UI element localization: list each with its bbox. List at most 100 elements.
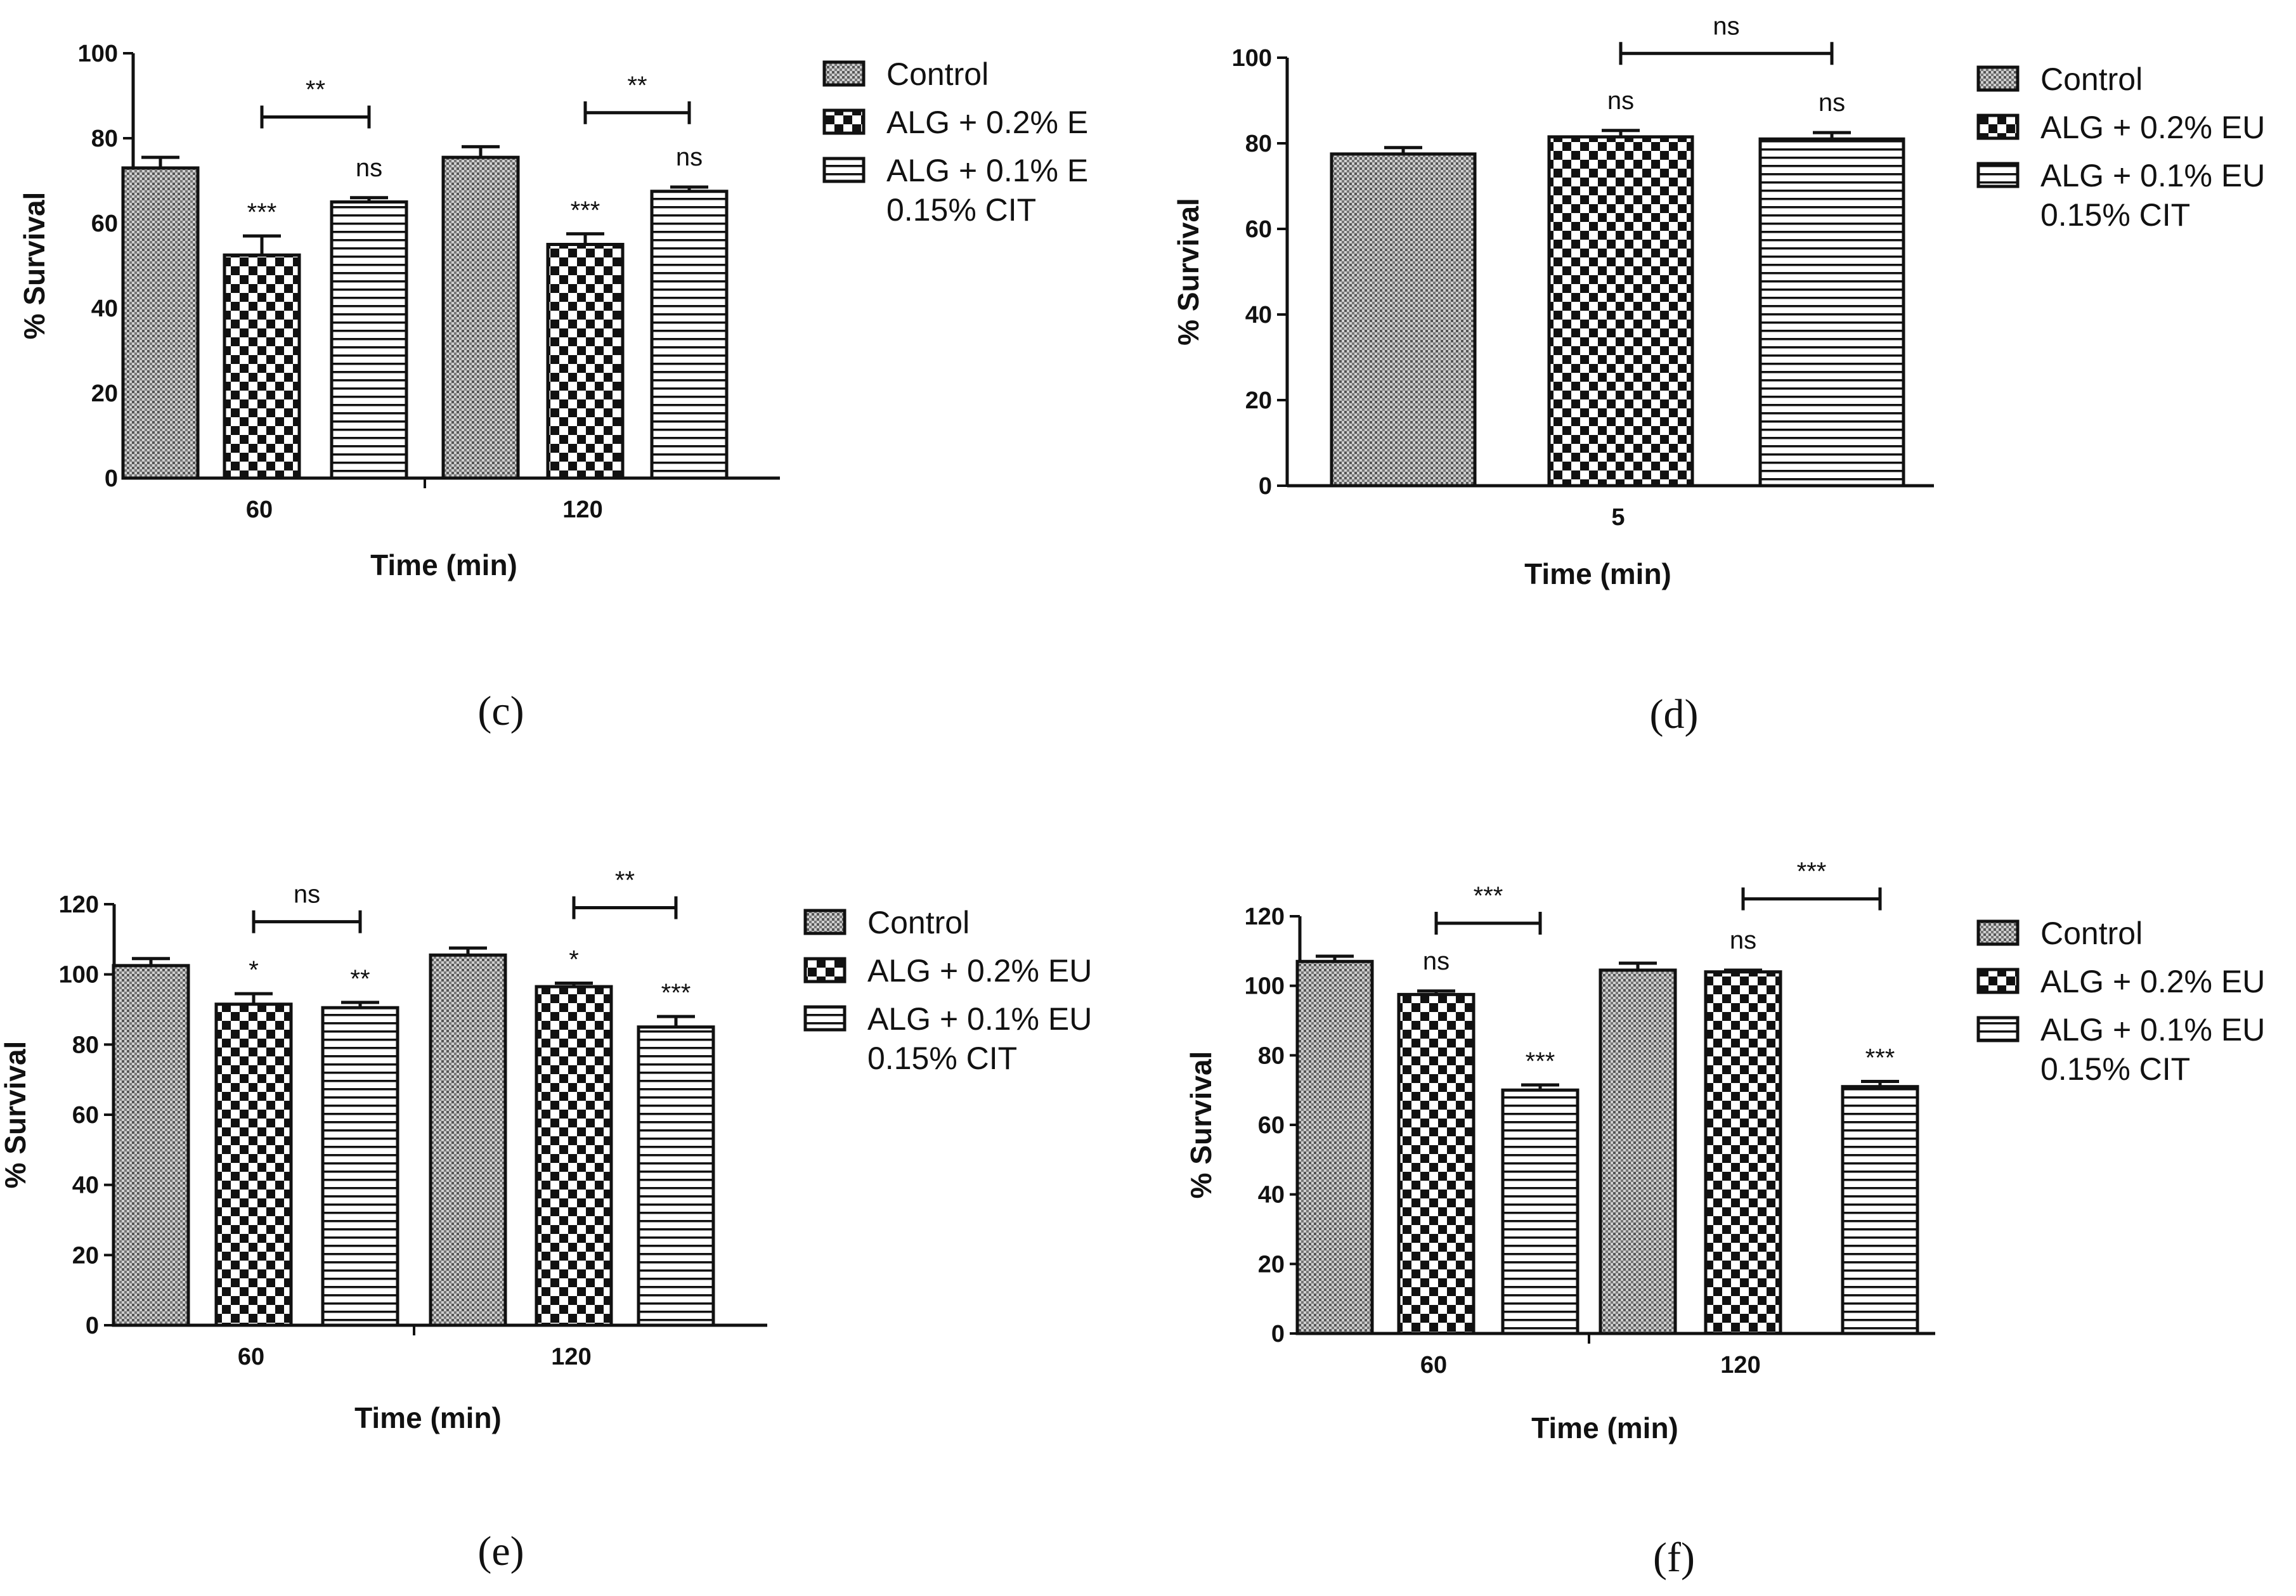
y-tick-label: 20 [91, 380, 118, 407]
legend: Control ALG + 0.2% E ALG + 0.1% E 0.15% CIT [822, 56, 1088, 228]
legend-entry: ALG + 0.1% EU [867, 1001, 1092, 1037]
legend-entry: 0.15% CIT [2040, 1051, 2190, 1087]
bar [1330, 152, 1477, 488]
legend-entry: Control [2040, 62, 2143, 97]
bar [637, 1025, 715, 1327]
y-tick-label: 120 [59, 892, 99, 918]
legend-entry: Control [867, 905, 970, 940]
x-tick-label: 120 [1720, 1352, 1760, 1379]
x-tick-label: 120 [551, 1344, 591, 1370]
bar [121, 166, 200, 480]
bar [535, 985, 613, 1327]
significance-label: ns [1423, 947, 1450, 975]
bar [546, 243, 625, 480]
significance-label: *** [247, 198, 277, 226]
legend-entry: 0.15% CIT [886, 192, 1036, 228]
legend: Control ALG + 0.2% EU ALG + 0.1% EU 0.15% C… [803, 905, 1092, 1076]
bracket-label: ** [306, 76, 325, 104]
legend-swatch [1976, 162, 2020, 188]
significance-label: ns [356, 154, 382, 182]
significance-label: *** [661, 979, 691, 1007]
y-tick-label: 40 [1258, 1182, 1285, 1209]
legend-entry: Control [886, 56, 989, 92]
x-axis-title: Time (min) [354, 1401, 502, 1434]
legend-swatch [803, 909, 846, 935]
legend-entry: ALG + 0.2% EU [867, 953, 1092, 989]
y-tick-label: 20 [72, 1242, 99, 1269]
significance-label: ns [1607, 87, 1634, 115]
y-axis-title: % Survival [18, 192, 51, 340]
significance-label: * [569, 946, 579, 974]
legend-entry: ALG + 0.2% EU [2040, 964, 2265, 999]
significance-label: ns [676, 143, 703, 171]
significance-label: *** [571, 197, 600, 224]
x-axis-title: Time (min) [1524, 557, 1671, 590]
bar [1758, 137, 1905, 488]
y-axis-title: % Survival [1172, 198, 1205, 346]
bar [1841, 1085, 1919, 1335]
legend-entry: ALG + 0.1% EU [2040, 158, 2265, 193]
bracket-label: *** [1474, 882, 1503, 910]
y-tick-label: 20 [1245, 387, 1272, 414]
x-tick-label: 60 [1420, 1352, 1447, 1379]
legend-entry: 0.15% CIT [2040, 197, 2190, 233]
bracket-label: ns [294, 881, 320, 909]
legend-swatch [1976, 114, 2020, 140]
legend-swatch [1976, 65, 2020, 92]
y-tick-label: 60 [1258, 1112, 1285, 1139]
panel-label: (c) [477, 688, 524, 734]
y-tick-label: 100 [1245, 973, 1285, 1000]
legend-entry: Control [2040, 916, 2143, 951]
y-tick-label: 80 [1258, 1042, 1285, 1069]
legend-swatch [1976, 968, 2020, 994]
significance-label: ns [1819, 89, 1845, 117]
chart-panel-f: 0 20 40 60 80 100 120 60 120 ns ns *** *** *** *** % Su… [1184, 858, 2265, 1581]
bar [330, 200, 408, 480]
legend-swatch [822, 60, 866, 87]
legend-swatch [822, 108, 866, 135]
x-axis-title: Time (min) [370, 548, 517, 581]
x-tick-label: 5 [1611, 504, 1625, 531]
bracket-label: ** [615, 867, 635, 895]
significance-label: *** [1865, 1044, 1895, 1072]
y-tick-label: 100 [59, 962, 99, 989]
y-tick-label: 60 [1245, 216, 1272, 243]
bar [112, 964, 190, 1327]
y-tick-label: 0 [105, 465, 118, 492]
legend-entry: 0.15% CIT [867, 1041, 1017, 1076]
y-axis-title: % Survival [1184, 1051, 1217, 1199]
y-tick-label: 80 [1245, 131, 1272, 157]
chart-panel-c: 0 20 40 60 80 100 60 120 *** *** ns ns ** ** % Surviva… [18, 41, 1088, 734]
y-tick-label: 0 [1271, 1321, 1285, 1347]
x-tick-label: 60 [238, 1344, 264, 1370]
y-tick-label: 100 [78, 41, 118, 67]
bar [223, 253, 301, 480]
legend-entry: ALG + 0.1% E [886, 153, 1088, 188]
x-axis-title: Time (min) [1531, 1411, 1678, 1444]
legend-entry: ALG + 0.2% EU [2040, 110, 2265, 145]
y-tick-label: 80 [72, 1032, 99, 1058]
significance-label: ** [350, 965, 370, 993]
bar [650, 190, 729, 480]
significance-label: * [249, 956, 259, 984]
y-tick-label: 100 [1232, 45, 1272, 72]
bar [1599, 968, 1677, 1335]
y-tick-label: 20 [1258, 1251, 1285, 1278]
y-tick-label: 0 [86, 1313, 99, 1339]
legend-swatch [822, 157, 866, 183]
y-tick-label: 60 [91, 211, 118, 237]
panel-label: (f) [1653, 1534, 1695, 1581]
y-tick-label: 40 [91, 295, 118, 322]
bar [441, 155, 520, 480]
panel-label: (d) [1650, 691, 1699, 737]
y-tick-label: 80 [91, 126, 118, 152]
legend-entry: ALG + 0.2% E [886, 105, 1088, 140]
y-tick-label: 120 [1245, 904, 1285, 930]
legend-swatch [803, 1005, 846, 1032]
chart-panel-d: 0 20 40 60 80 100 5 ns ns ns % Survival Time (min) C… [1172, 12, 2265, 737]
bar [1295, 959, 1374, 1335]
legend-swatch [1976, 1016, 2020, 1042]
